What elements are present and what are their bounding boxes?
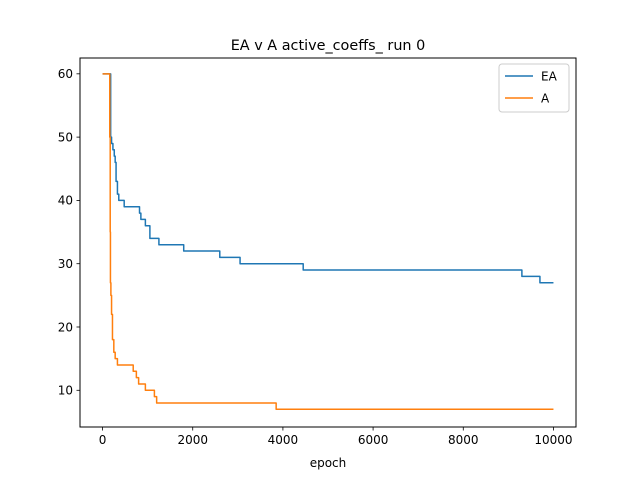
axes-frame: [79, 57, 577, 428]
series-line-a: [102, 73, 554, 411]
x-tick-label: 4000: [268, 433, 299, 447]
legend-label-a: A: [541, 91, 550, 105]
y-tick-label: 50: [58, 130, 73, 144]
legend-label-ea: EA: [541, 69, 558, 83]
x-tick-label: 6000: [358, 433, 389, 447]
x-tick-label: 2000: [177, 433, 208, 447]
y-tick-label: 20: [58, 320, 73, 334]
plot-area: [102, 73, 554, 411]
legend-box: [498, 63, 570, 113]
y-tick-label: 60: [58, 67, 73, 81]
y-tick-label: 10: [58, 384, 73, 398]
y-axis: 10 20 30 40 50 60: [58, 67, 80, 398]
chart-title: EA v A active_coeffs_ run 0: [231, 38, 426, 54]
y-tick-label: 30: [58, 257, 73, 271]
x-axis: 0 2000 4000 6000 8000 10000: [99, 427, 573, 447]
legend: EA A: [498, 63, 570, 113]
x-axis-label: epoch: [310, 456, 347, 470]
x-tick-label: 10000: [534, 433, 572, 447]
x-tick-label: 0: [99, 433, 107, 447]
y-tick-label: 40: [58, 194, 73, 208]
series-line-ea: [102, 73, 554, 284]
x-tick-label: 8000: [448, 433, 479, 447]
